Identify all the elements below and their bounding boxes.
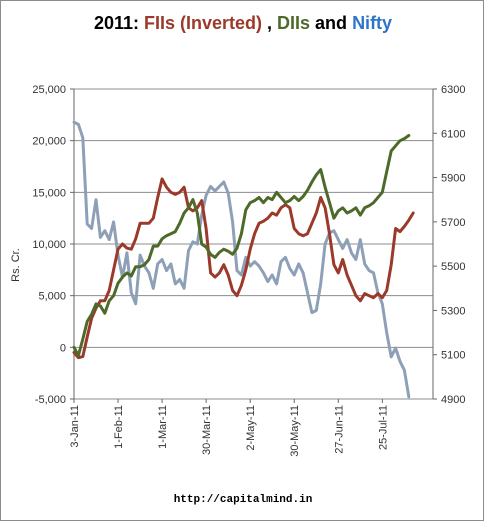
x-axis-ticks: 3-Jan-11 1-Feb-11 1-Mar-11 30-Mar-11 2-May-1…	[69, 399, 389, 457]
right-axis-tick-label: 5900	[441, 173, 465, 185]
series-line-nifty	[72, 120, 411, 399]
left-axis-tick-label: 25,000	[32, 84, 66, 96]
right-axis-ticks: 4900 5100 5300 5500 5700 5900 6100 6300	[433, 84, 465, 406]
left-axis-tick-label: -5,000	[35, 394, 66, 406]
title-separator: ,	[262, 13, 278, 33]
right-axis-tick-label: 5700	[441, 217, 465, 229]
right-axis-tick-label: 6100	[441, 128, 465, 140]
x-axis-tick-label: 30-Mar-11	[201, 405, 213, 455]
right-axis-tick-label: 5300	[441, 305, 465, 317]
footer-source-url: http://capitalmind.in	[173, 494, 313, 506]
x-axis-tick-label: 25-Jul-11	[377, 405, 389, 450]
title-diis: DIIs	[277, 13, 311, 33]
x-axis-tick-label: 1-Mar-11	[157, 405, 169, 449]
x-axis-tick-label: 27-Jun-11	[333, 405, 345, 454]
chart-title: 2011: FIIs (Inverted) , DIIs and Nifty	[1, 13, 483, 34]
x-axis-tick-label: 2-May-11	[245, 405, 257, 451]
x-axis-tick-label: 1-Feb-11	[113, 405, 125, 449]
left-axis-tick-label: 20,000	[32, 136, 66, 148]
title-fiis: FIIs (Inverted)	[143, 13, 263, 33]
title-and: and	[310, 13, 353, 33]
series-layer	[72, 120, 415, 399]
series-line-diis	[72, 134, 411, 358]
x-axis-tick-label: 30-May-11	[289, 405, 301, 457]
grid-lines	[74, 88, 433, 400]
right-axis-tick-label: 5100	[441, 350, 465, 362]
series-line-fiis-inverted	[72, 177, 415, 360]
right-axis-tick-label: 6300	[441, 84, 465, 96]
title-year: 2011:	[93, 13, 144, 33]
left-axis-tick-label: 10,000	[32, 239, 66, 251]
x-axis-tick-label: 3-Jan-11	[69, 405, 81, 448]
right-axis-tick-label: 4900	[441, 394, 465, 406]
left-axis-ticks: -5,000 0 5,000 10,000 15,000 20,000 25,000	[32, 84, 74, 406]
title-nifty: Nifty	[352, 13, 393, 33]
left-axis-tick-label: 0	[60, 342, 66, 354]
left-axis-tick-label: 15,000	[32, 187, 66, 199]
left-axis-tick-label: 5,000	[38, 291, 66, 303]
right-axis-tick-label: 5500	[441, 261, 465, 273]
